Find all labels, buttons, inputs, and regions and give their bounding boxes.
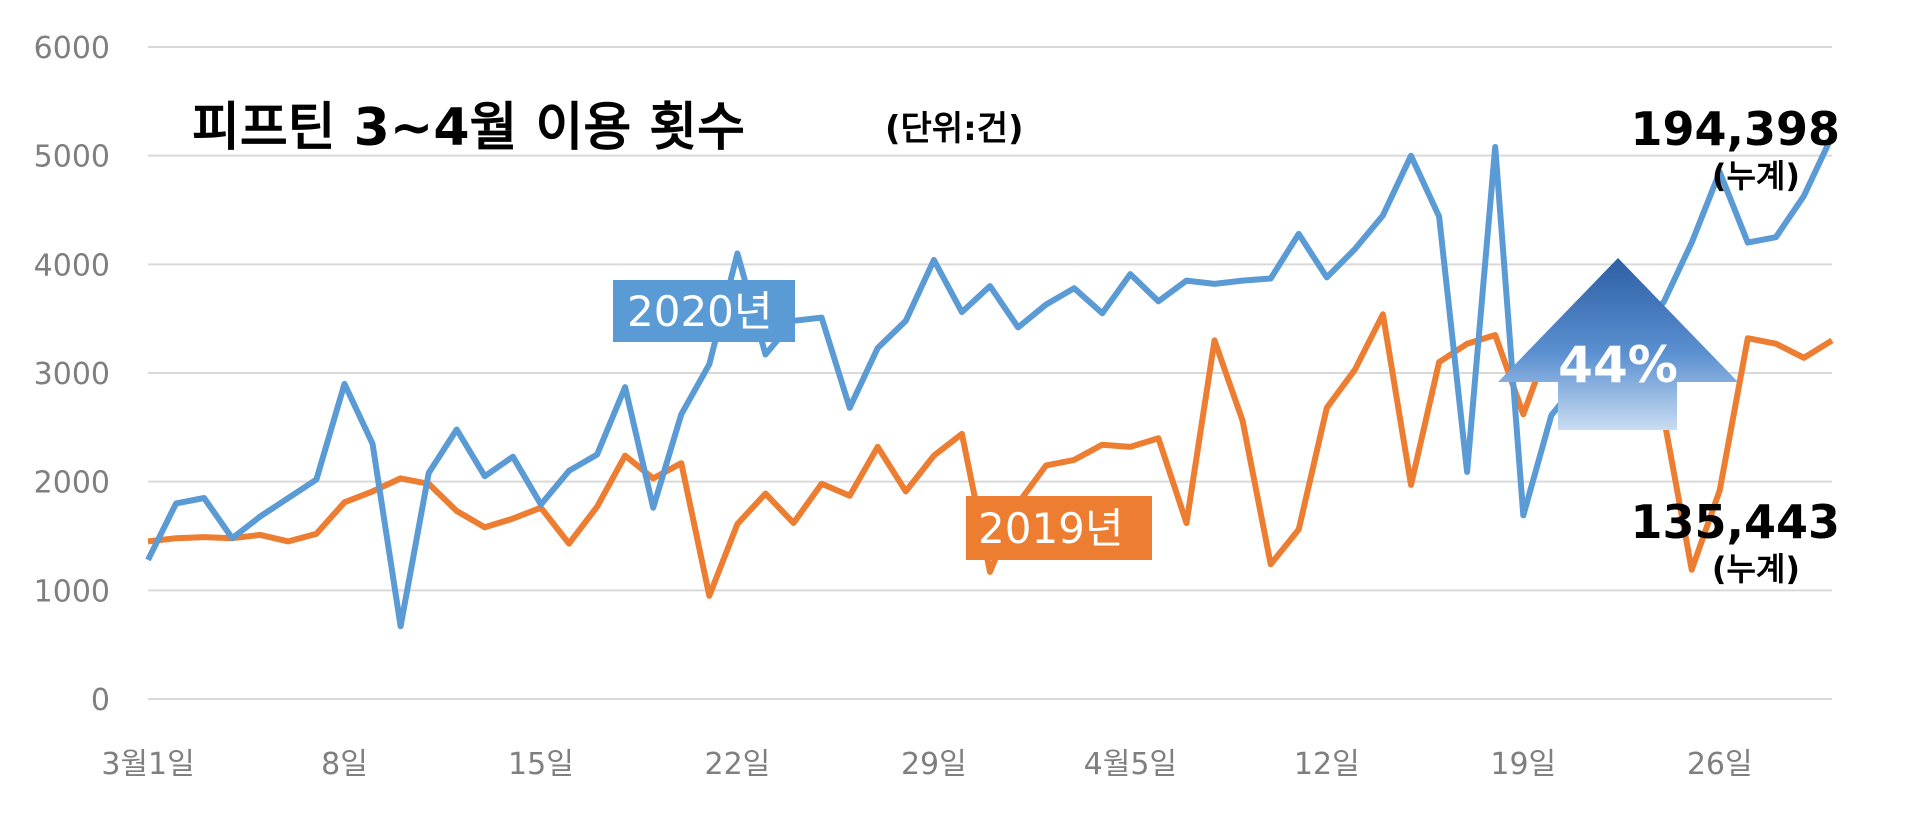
series-line-2020 <box>145 134 1835 630</box>
y-tick-label: 4000 <box>34 248 110 283</box>
x-tick-label: 29일 <box>901 747 967 782</box>
x-tick-label: 15일 <box>508 747 574 782</box>
y-tick-label: 3000 <box>34 357 110 392</box>
series-label-box-2019 <box>966 496 1152 560</box>
y-tick-label: 1000 <box>34 574 110 609</box>
y-tick-label: 0 <box>91 683 110 718</box>
y-tick-label: 5000 <box>34 140 110 175</box>
total-2019: 135,443 <box>1630 495 1840 549</box>
total-2020: 194,398 <box>1630 102 1840 156</box>
total-2019-cumulative: (누계) <box>1712 550 1800 588</box>
x-tick-label: 12일 <box>1294 747 1360 782</box>
unit-label: (단위:건) <box>885 109 1024 149</box>
total-2020-cumulative: (누계) <box>1712 157 1800 195</box>
x-tick-label: 8일 <box>321 747 368 782</box>
x-tick-label: 4월5일 <box>1084 747 1177 782</box>
chart-title: 피프틴 3~4월 이용 횟수 <box>192 98 745 158</box>
y-tick-label: 2000 <box>34 466 110 501</box>
x-axis-ticks: 3월1일 8일 15일 22일 29일 4월5일 12일 19일 26일 <box>101 747 1752 782</box>
series-label-2019: 2019년 <box>978 504 1124 553</box>
y-axis-ticks: 0 1000 2000 3000 4000 5000 6000 <box>34 31 110 718</box>
x-tick-label: 3월1일 <box>101 747 194 782</box>
increase-arrow-shape <box>1498 258 1738 430</box>
x-tick-label: 19일 <box>1490 747 1556 782</box>
series-label-box-2020 <box>613 280 795 342</box>
increase-percent: 44% <box>1558 336 1678 394</box>
series-label-2020: 2020년 <box>627 287 773 336</box>
y-tick-label: 6000 <box>34 31 110 66</box>
x-tick-label: 26일 <box>1687 747 1753 782</box>
x-tick-label: 22일 <box>705 747 771 782</box>
